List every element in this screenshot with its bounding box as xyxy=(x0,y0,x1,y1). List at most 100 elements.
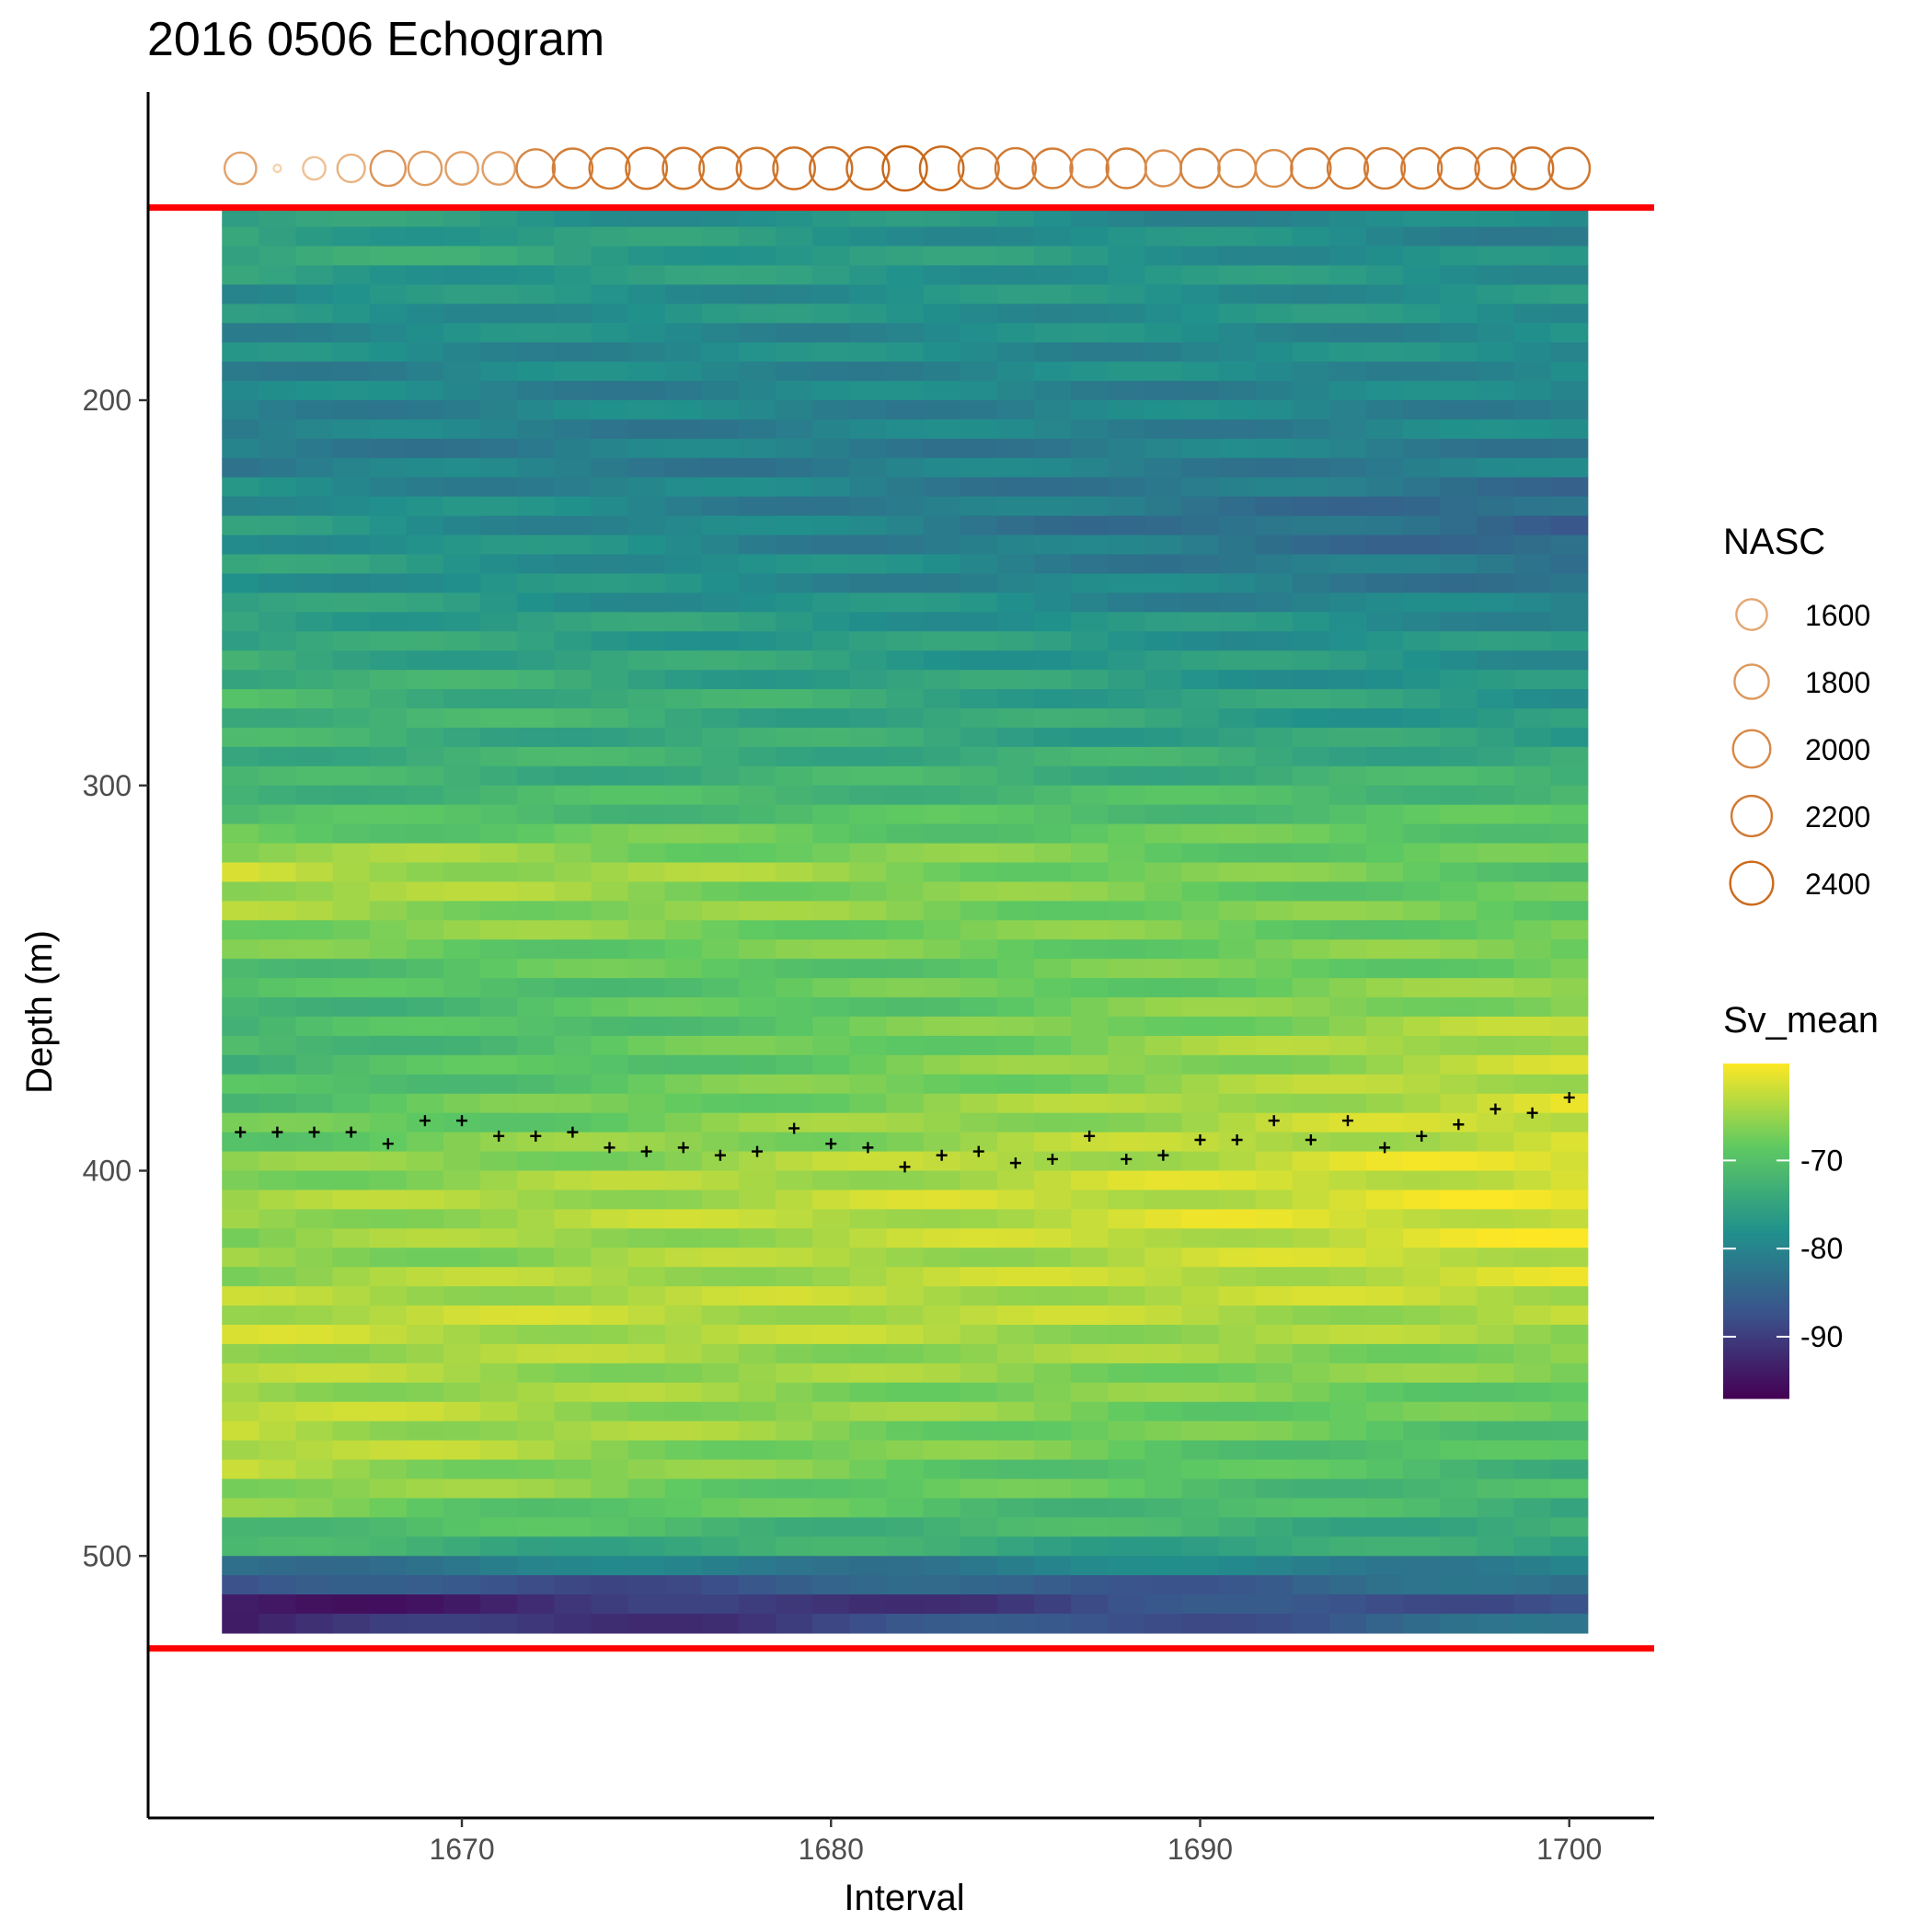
heatmap-cell xyxy=(443,765,481,787)
heatmap-cell xyxy=(664,862,703,883)
heatmap-cell xyxy=(443,1382,481,1403)
heatmap-cell xyxy=(480,1112,518,1133)
heatmap-cell xyxy=(369,400,408,420)
heatmap-cell xyxy=(923,1151,961,1172)
heatmap-cell xyxy=(332,1401,371,1422)
nasc-circle xyxy=(551,147,594,190)
heatmap-cell xyxy=(332,727,371,748)
heatmap-cell xyxy=(1403,670,1441,690)
heatmap-cell xyxy=(554,1132,592,1153)
heatmap-cell xyxy=(1366,226,1404,247)
heatmap-cell xyxy=(1328,207,1367,228)
colorbar-segment xyxy=(1723,1102,1789,1107)
colorbar-segment xyxy=(1723,1236,1789,1240)
heatmap-cell xyxy=(1144,1594,1183,1615)
heatmap-cell xyxy=(222,1594,259,1615)
heatmap-cell xyxy=(295,1054,334,1075)
heatmap-cell xyxy=(222,1132,259,1153)
heatmap-cell xyxy=(1403,1305,1441,1326)
heatmap-cell xyxy=(1477,708,1515,729)
heatmap-cell xyxy=(295,978,334,998)
heatmap-cell xyxy=(295,1093,334,1114)
heatmap-cell xyxy=(406,920,444,940)
heatmap-cell xyxy=(812,1305,850,1326)
heatmap-cell xyxy=(849,342,888,362)
heatmap-cell xyxy=(1403,1209,1441,1229)
nasc-legend-key xyxy=(1731,729,1772,769)
heatmap-cell xyxy=(259,592,297,613)
heatmap-cell xyxy=(1328,631,1367,651)
heatmap-cell xyxy=(591,457,629,478)
heatmap-cell xyxy=(996,1556,1035,1576)
heatmap-cell xyxy=(1033,362,1072,382)
heatmap-cell xyxy=(1218,901,1257,921)
heatmap-cell xyxy=(664,765,703,787)
heatmap-cell xyxy=(554,592,592,613)
heatmap-cell xyxy=(369,746,408,767)
heatmap-cell xyxy=(222,284,259,305)
heatmap-cell xyxy=(259,1478,297,1500)
heatmap-cell xyxy=(627,689,666,709)
heatmap-cell xyxy=(1144,226,1183,247)
heatmap-cell xyxy=(259,1517,297,1537)
heatmap-cell xyxy=(591,1209,629,1229)
heatmap-cell xyxy=(480,362,518,382)
heatmap-cell xyxy=(1144,207,1183,228)
heatmap-cell xyxy=(222,1459,259,1480)
heatmap-cell xyxy=(664,1017,703,1037)
heatmap-cell xyxy=(259,515,297,536)
colorbar-label: -90 xyxy=(1800,1320,1843,1353)
heatmap-cell xyxy=(627,246,666,267)
heatmap-cell xyxy=(1108,1459,1145,1480)
heatmap-cell xyxy=(259,1420,297,1442)
heatmap-cell xyxy=(1328,1305,1367,1326)
heatmap-cell xyxy=(627,573,666,593)
heatmap-cell xyxy=(701,207,740,228)
heatmap-cell xyxy=(812,457,850,478)
heatmap-cell xyxy=(1477,765,1515,787)
heatmap-cell xyxy=(812,1190,850,1210)
heatmap-cell xyxy=(406,381,444,401)
heatmap-cell xyxy=(664,823,703,845)
heatmap-cell xyxy=(369,727,408,748)
heatmap-cell xyxy=(406,362,444,382)
heatmap-cell xyxy=(1440,1517,1478,1537)
nasc-circle xyxy=(1144,149,1183,188)
heatmap-cell xyxy=(406,1498,444,1518)
heatmap-cell xyxy=(1366,959,1404,979)
heatmap-cell xyxy=(1181,1594,1220,1615)
heatmap-cell xyxy=(1513,1614,1552,1634)
heatmap-cell xyxy=(776,862,813,883)
heatmap-cell xyxy=(1366,823,1404,845)
colorbar-segment xyxy=(1723,1267,1789,1271)
heatmap-cell xyxy=(886,765,925,787)
heatmap-cell xyxy=(1108,1093,1145,1114)
heatmap-cell xyxy=(701,1017,740,1037)
heatmap-cell xyxy=(849,1054,888,1075)
heatmap-cell xyxy=(738,1035,776,1056)
heatmap-cell xyxy=(1144,438,1183,459)
max-sv-marker xyxy=(1341,1115,1353,1127)
heatmap-cell xyxy=(259,323,297,343)
heatmap-cell xyxy=(664,843,703,864)
heatmap-cell xyxy=(923,400,961,420)
heatmap-cell xyxy=(923,689,961,709)
heatmap-cell xyxy=(1144,246,1183,267)
heatmap-cell xyxy=(332,843,371,864)
heatmap-cell xyxy=(1550,1517,1589,1537)
heatmap-cell xyxy=(1550,1054,1589,1075)
heatmap-cell xyxy=(1033,284,1072,305)
heatmap-cell xyxy=(332,246,371,267)
heatmap-cell xyxy=(812,419,850,440)
heatmap-cell xyxy=(480,284,518,305)
heatmap-cell xyxy=(332,959,371,979)
heatmap-cell xyxy=(1366,1267,1404,1287)
heatmap-cell xyxy=(923,1594,961,1615)
heatmap-cell xyxy=(259,631,297,651)
heatmap-cell xyxy=(1513,689,1552,709)
heatmap-cell xyxy=(1403,1074,1441,1095)
heatmap-cell xyxy=(554,535,592,556)
heatmap-cell xyxy=(776,939,813,960)
heatmap-cell xyxy=(849,1401,888,1422)
heatmap-cell xyxy=(1403,400,1441,420)
